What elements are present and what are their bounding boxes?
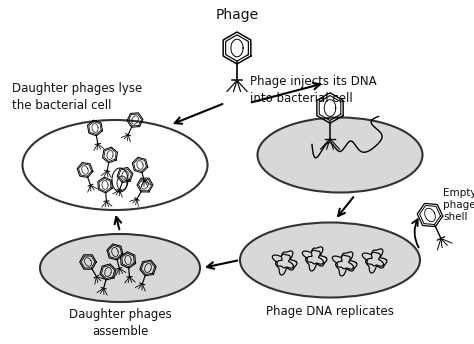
Text: Phage injects its DNA
into bacterial cell: Phage injects its DNA into bacterial cel… [250,75,377,105]
Ellipse shape [22,120,208,210]
Text: Phage DNA replicates: Phage DNA replicates [266,305,394,318]
Text: Daughter phages
assemble: Daughter phages assemble [69,308,172,338]
Ellipse shape [40,234,200,302]
Text: Phage: Phage [216,8,258,22]
Text: Daughter phages lyse
the bacterial cell: Daughter phages lyse the bacterial cell [12,82,142,112]
Ellipse shape [240,223,420,298]
Text: Empty
phage
shell: Empty phage shell [443,187,474,223]
Ellipse shape [257,118,422,193]
